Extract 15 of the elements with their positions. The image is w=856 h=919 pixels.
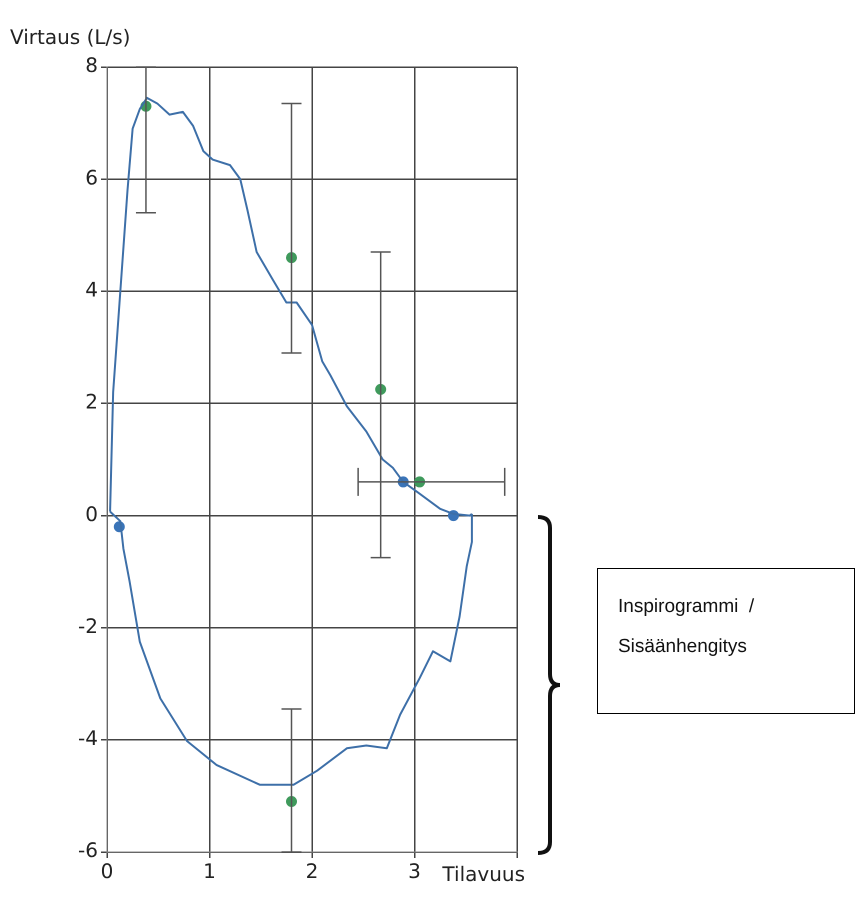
y-tick-label: -6 — [78, 838, 98, 862]
y-tick-label: 4 — [85, 277, 98, 302]
text: Inspirogrammi / Sisäänhengitys — [597, 568, 855, 714]
x-tick-label: 3 — [408, 859, 421, 884]
y-tick-label: 0 — [85, 502, 98, 526]
x-tick-label: 2 — [306, 859, 318, 884]
x-tick-label: 1 — [203, 859, 216, 884]
x-axis-title: Tilavuus — [441, 862, 525, 886]
y-axis-title: Virtaus (L/s) — [10, 25, 130, 50]
x-tick-label: 0 — [100, 859, 114, 884]
y-tick-label: 8 — [85, 53, 98, 78]
y-tick-label: 2 — [85, 390, 98, 414]
y-tick-label: 6 — [85, 165, 98, 190]
y-tick-label: -2 — [78, 614, 98, 638]
y-tick-label: -4 — [78, 726, 98, 750]
